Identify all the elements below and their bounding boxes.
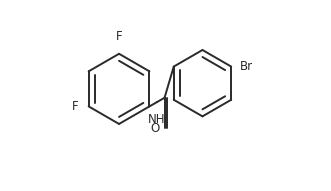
Text: F: F [116,30,122,43]
Text: NH: NH [148,112,166,125]
Text: O: O [151,122,160,135]
Text: Br: Br [240,60,253,73]
Text: F: F [71,100,78,113]
